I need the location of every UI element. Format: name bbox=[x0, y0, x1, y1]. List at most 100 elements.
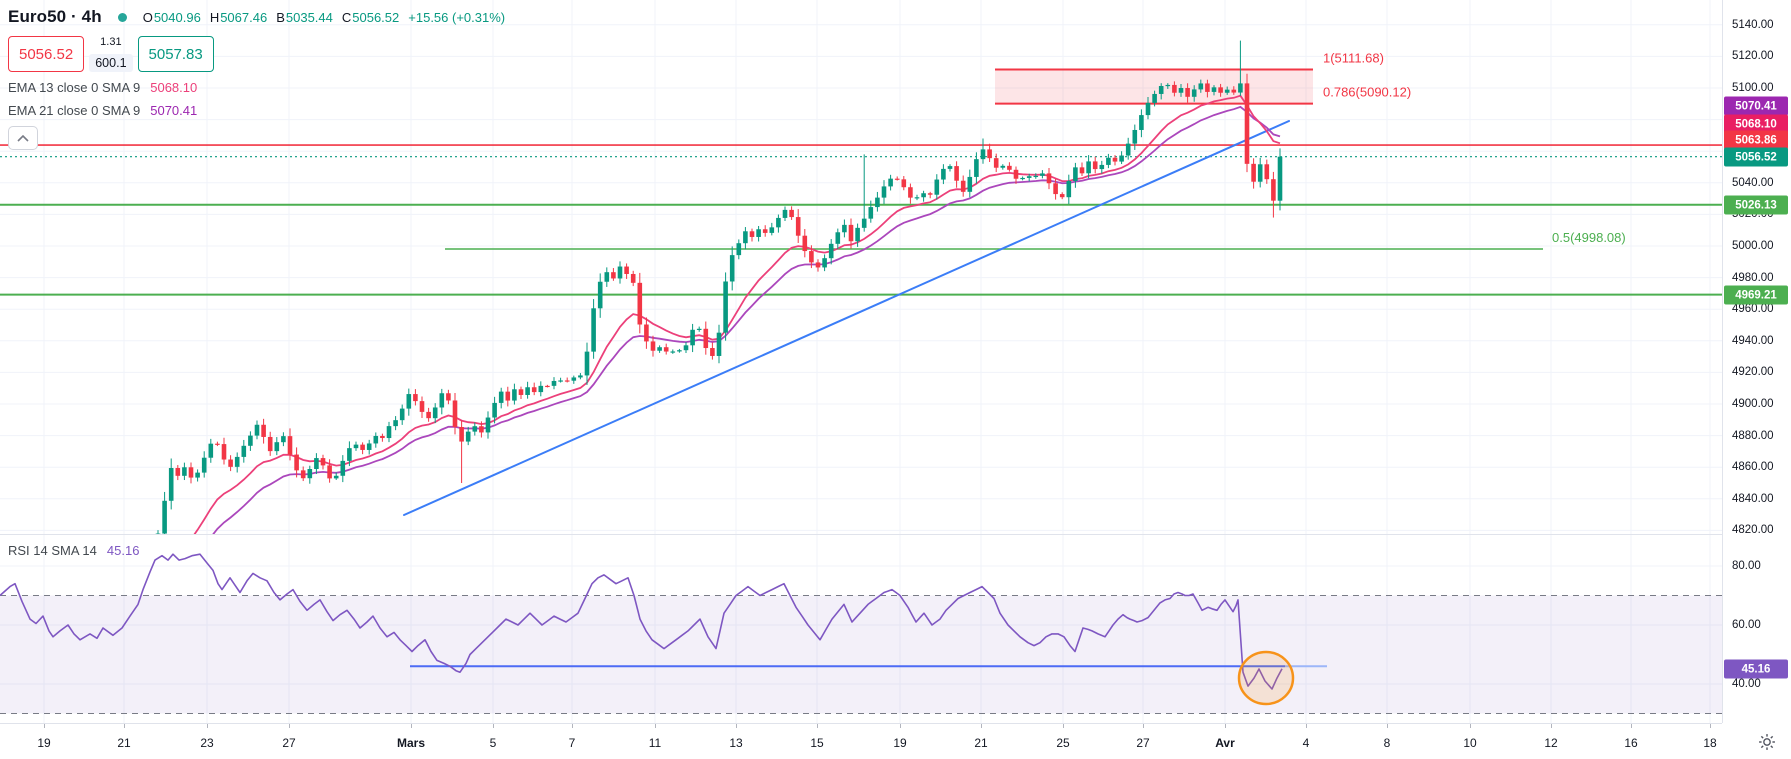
time-label: 16 bbox=[1624, 736, 1638, 750]
candle-body bbox=[571, 377, 577, 381]
trendline[interactable] bbox=[403, 120, 1290, 516]
candle-body bbox=[578, 375, 583, 378]
fib-05-label: 0.5(4998.08) bbox=[1552, 230, 1626, 245]
candle-body bbox=[413, 394, 418, 402]
collapse-legend-button[interactable] bbox=[8, 126, 38, 150]
candle-body bbox=[281, 436, 286, 443]
candle-body bbox=[617, 266, 623, 279]
ohlc-item: H5067.46 bbox=[209, 9, 268, 25]
rsi-pane[interactable] bbox=[0, 535, 1722, 724]
axis-tick-label: 4860.00 bbox=[1732, 461, 1774, 474]
rsi-chart-canvas[interactable] bbox=[0, 535, 1722, 723]
ohlc-values: O5040.96 H5067.46 B5035.44 C5056.52 +15.56 (… bbox=[143, 10, 505, 25]
candle-body bbox=[366, 443, 372, 450]
candle-body bbox=[221, 444, 227, 460]
axis-tick-label: 4920.00 bbox=[1732, 366, 1774, 379]
quote-panel: 5056.52 1.31 600.1 5057.83 bbox=[8, 36, 505, 72]
axis-tick-label: 5100.00 bbox=[1732, 82, 1774, 94]
price-label-box: 5063.86 bbox=[1724, 130, 1788, 150]
time-axis[interactable]: 19 21 23 27 Mars 5 7 11 13 15 19 21 25 27 Avr 4 8 10 12 16 1… bbox=[0, 724, 1791, 759]
candle-body bbox=[1244, 83, 1250, 164]
candle-body bbox=[518, 389, 524, 395]
time-label: 25 bbox=[1056, 736, 1070, 750]
candle-body bbox=[419, 401, 425, 412]
ema13-line[interactable] bbox=[158, 94, 1281, 534]
time-label: 27 bbox=[282, 736, 296, 750]
rsi-line[interactable] bbox=[0, 553, 1283, 690]
time-label: 5 bbox=[489, 736, 497, 750]
candle-body bbox=[921, 193, 926, 198]
candle-body bbox=[710, 348, 715, 356]
candle-body bbox=[611, 272, 616, 279]
ema13-label: EMA 13 close 0 SMA 9 bbox=[8, 79, 141, 95]
axis-tick-label: 5000.00 bbox=[1732, 240, 1774, 252]
buy-button[interactable]: 5057.83 bbox=[137, 36, 214, 72]
candle-body bbox=[875, 197, 880, 208]
axis-tick-label: 40.00 bbox=[1732, 678, 1761, 690]
time-tick bbox=[1710, 724, 1711, 728]
symbol-title-row: Euro50 · 4h O5040.96 H5067.46 B5035.44 C505… bbox=[8, 6, 505, 28]
time-tick bbox=[289, 724, 290, 728]
candle-body bbox=[624, 266, 629, 274]
candle-body bbox=[1172, 84, 1177, 93]
price-label-box: 5070.41 bbox=[1724, 96, 1788, 116]
time-tick bbox=[1551, 724, 1552, 728]
rsi-indicator-row[interactable]: RSI 14 SMA 14 45.16 bbox=[8, 543, 139, 558]
candle-body bbox=[406, 394, 412, 409]
time-label: 21 bbox=[117, 736, 131, 750]
candle-body bbox=[861, 218, 867, 228]
ohlc-item: B5035.44 bbox=[276, 9, 333, 25]
ema21-indicator-row[interactable]: EMA 21 close 0 SMA 9 5070.41 bbox=[8, 102, 505, 118]
candle-body bbox=[1271, 179, 1276, 201]
candle-body bbox=[248, 435, 253, 446]
time-tick bbox=[655, 724, 656, 728]
ema13-value: 5068.10 bbox=[150, 79, 198, 95]
time-tick bbox=[1063, 724, 1064, 728]
ema21-value: 5070.41 bbox=[150, 102, 198, 118]
axis-tick-label: 60.00 bbox=[1732, 619, 1761, 631]
ema13-indicator-row[interactable]: EMA 13 close 0 SMA 9 5068.10 bbox=[8, 79, 505, 95]
time-label: 4 bbox=[1302, 736, 1310, 750]
candle-body bbox=[241, 445, 247, 457]
candle-body bbox=[479, 426, 484, 433]
candle-body bbox=[1205, 83, 1210, 92]
candle-body bbox=[254, 424, 260, 436]
gear-icon[interactable] bbox=[1757, 732, 1777, 752]
candle-body bbox=[591, 308, 596, 352]
lot-size-value[interactable]: 600.1 bbox=[89, 54, 133, 72]
candle-body bbox=[472, 426, 478, 432]
candle-body bbox=[300, 470, 306, 479]
sell-button[interactable]: 5056.52 bbox=[8, 36, 85, 72]
highlight-circle[interactable] bbox=[1237, 650, 1295, 706]
fib-1-label: 1(5111.68) bbox=[1323, 51, 1384, 66]
candle-body bbox=[1099, 164, 1105, 170]
candle-body bbox=[1139, 115, 1144, 130]
time-label: 21 bbox=[974, 736, 988, 750]
candle-body bbox=[1125, 143, 1131, 156]
spread-value: 1.31 bbox=[100, 36, 122, 48]
rsi-band bbox=[0, 595, 1722, 714]
price-label-box: 5026.13 bbox=[1724, 195, 1788, 215]
axis-tick-label: 80.00 bbox=[1732, 560, 1761, 572]
time-tick bbox=[44, 724, 45, 728]
candle-body bbox=[439, 393, 445, 408]
candle-body bbox=[195, 472, 200, 478]
time-label: 11 bbox=[648, 736, 662, 750]
candle-body bbox=[822, 258, 827, 268]
candle-body bbox=[1007, 165, 1012, 170]
candle-body bbox=[188, 467, 194, 478]
symbol-title[interactable]: Euro50 · 4h bbox=[8, 7, 102, 26]
candle-body bbox=[446, 393, 451, 401]
candle-body bbox=[267, 436, 273, 452]
candle-body bbox=[1185, 88, 1190, 97]
candle-body bbox=[1033, 175, 1039, 178]
price-chart-canvas[interactable]: 1(5111.68) 0.786(5090.12) 0.5(4998.08) bbox=[0, 0, 1722, 534]
price-pane[interactable]: 1(5111.68) 0.786(5090.12) 0.5(4998.08) bbox=[0, 0, 1722, 535]
time-label: 10 bbox=[1463, 736, 1477, 750]
axis-tick-label: 4840.00 bbox=[1732, 492, 1774, 505]
price-axis[interactable]: 5140.005120.005100.005080.005060.005040.… bbox=[1722, 0, 1791, 723]
time-label: 13 bbox=[729, 736, 743, 750]
candle-body bbox=[1165, 84, 1171, 87]
candle-body bbox=[677, 350, 682, 352]
change-value: +15.56 (+0.31%) bbox=[408, 9, 506, 25]
